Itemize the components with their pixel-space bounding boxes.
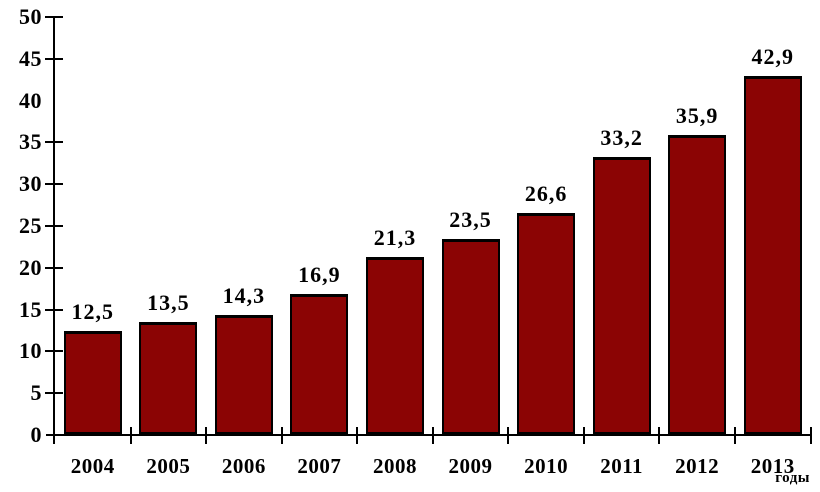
bar-value-label: 14,3	[222, 283, 266, 309]
y-tick-label: 5	[30, 380, 42, 406]
x-tick	[280, 427, 283, 444]
y-tick-label: 30	[19, 171, 42, 197]
x-tick	[129, 427, 132, 444]
bar	[139, 322, 198, 434]
bar	[592, 157, 651, 434]
y-tick-label: 45	[19, 45, 42, 71]
y-tick	[45, 266, 63, 269]
bar-value-label: 23,5	[449, 206, 492, 232]
y-tick-label: 15	[19, 296, 42, 322]
bar	[290, 293, 349, 434]
y-tick	[45, 392, 63, 395]
y-tick	[45, 350, 63, 353]
bar-value-label: 21,3	[373, 224, 417, 250]
y-axis-line	[53, 16, 55, 444]
x-tick-label: 2012	[675, 454, 720, 478]
x-tick-label: 2006	[221, 454, 266, 478]
bar-value-label: 35,9	[675, 102, 719, 128]
x-tick-label: 2013	[750, 454, 795, 478]
x-tick	[809, 427, 812, 444]
y-tick-label: 50	[19, 4, 42, 29]
x-tick	[733, 427, 736, 444]
bar-value-label: 26,6	[524, 180, 568, 206]
x-tick	[356, 427, 359, 444]
y-tick	[45, 308, 63, 311]
x-tick-label: 2007	[297, 454, 342, 478]
bar	[743, 76, 802, 434]
y-tick	[45, 183, 63, 186]
bar-value-label: 12,5	[71, 298, 115, 324]
y-tick-label: 20	[19, 254, 42, 280]
bar-value-label: 13,5	[147, 290, 190, 316]
x-axis-line	[46, 434, 812, 436]
bar-value-label: 33,2	[600, 125, 643, 151]
x-tick	[205, 427, 208, 444]
y-tick	[45, 225, 63, 227]
bar	[63, 330, 122, 434]
y-tick	[45, 57, 63, 60]
x-tick-label: 2005	[146, 454, 191, 478]
bar	[214, 315, 273, 434]
y-tick-label: 40	[19, 87, 42, 113]
x-tick-label: 2009	[448, 454, 493, 478]
y-tick-label: 35	[19, 129, 42, 155]
y-tick	[45, 141, 63, 144]
bar	[365, 256, 424, 434]
bar	[517, 212, 576, 434]
x-axis-title: годы	[775, 470, 810, 486]
y-tick-label: 10	[19, 338, 42, 364]
bar	[668, 134, 727, 434]
x-tick-label: 2010	[524, 454, 569, 478]
x-tick-label: 2011	[600, 454, 644, 478]
x-tick-label: 2004	[70, 454, 115, 478]
bar-value-label: 16,9	[298, 261, 341, 287]
x-tick	[431, 427, 434, 444]
y-tick-label: 0	[30, 422, 42, 447]
bar-value-label: 42,9	[751, 44, 794, 70]
x-tick-label: 2008	[372, 454, 417, 478]
y-tick-label: 25	[19, 213, 42, 238]
x-tick	[507, 427, 510, 444]
y-tick	[45, 16, 63, 18]
x-tick	[582, 427, 585, 444]
x-tick	[658, 427, 661, 444]
bar	[441, 238, 500, 434]
